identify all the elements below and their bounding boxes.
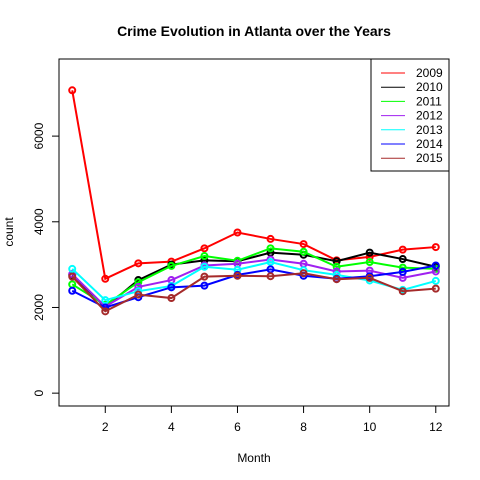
y-axis: 0 2000 4000 6000 [32,122,60,396]
data-point [167,294,176,303]
series-line [71,264,436,309]
x-tick-label: 2 [102,420,109,434]
data-point [398,263,407,272]
legend-label: 2015 [416,151,443,165]
x-tick-label: 6 [234,420,241,434]
data-point [299,240,308,249]
legend-label: 2011 [416,94,442,108]
legend-item: 2011 [381,94,442,108]
x-axis: 2 4 6 8 10 12 [102,405,443,434]
series-line [71,251,437,309]
data-point [266,258,275,267]
series-line [71,90,436,281]
data-point [398,267,407,276]
data-point [200,244,209,253]
data-point [266,234,275,243]
legend-item: 2009 [381,66,443,80]
legend-item: 2013 [381,123,443,137]
series-line [71,258,436,308]
data-point [233,228,242,237]
x-tick-label: 8 [300,420,307,434]
data-point [398,245,407,254]
legend-label: 2010 [416,80,443,94]
data-point [200,272,209,281]
y-tick-label: 2000 [32,294,46,321]
data-point [134,259,143,268]
y-tick-label: 0 [32,389,46,396]
data-point [68,264,77,273]
data-point [68,286,77,295]
data-point [101,307,110,316]
series-2009 [68,86,440,283]
series-line [71,261,437,302]
series-2013 [68,258,440,305]
legend-box [370,58,450,172]
data-point [134,290,143,299]
legend-item: 2015 [381,151,443,165]
data-point [431,276,440,285]
data-point [101,274,110,283]
data-point [332,262,341,271]
chart-title: Crime Evolution in Atlanta over the Year… [117,23,391,39]
x-tick-label: 4 [168,420,175,434]
data-point [167,283,176,292]
data-point [68,86,77,95]
data-point [200,252,209,261]
data-point [365,273,374,282]
data-point [332,275,341,284]
data-point [200,281,209,290]
legend-label: 2009 [416,66,443,80]
series-line [71,247,436,307]
y-axis-label: count [2,217,16,247]
legend-item: 2014 [381,137,443,151]
legend-label: 2013 [416,123,443,137]
data-point [68,272,77,281]
data-point [431,243,440,252]
data-point [299,247,308,256]
data-point [101,296,110,305]
x-tick-label: 12 [429,420,443,434]
y-tick-label: 6000 [32,122,46,149]
data-point [266,244,275,253]
series-line [71,272,436,313]
x-tick-label: 10 [363,420,377,434]
series-2015 [68,269,440,316]
data-point [299,269,308,278]
series-layer [68,86,440,316]
data-point [398,255,407,264]
data-point [134,282,143,291]
data-point [266,272,275,281]
legend-label: 2012 [416,109,443,123]
data-point [431,284,440,293]
data-point [134,278,143,287]
data-point [398,287,407,296]
x-axis-label: Month [237,451,270,465]
data-point [233,271,242,280]
data-point [365,258,374,267]
data-point [200,262,209,271]
legend-item: 2010 [381,80,443,94]
legend-label: 2014 [416,137,443,151]
legend-item: 2012 [381,109,443,123]
data-point [365,248,374,257]
y-tick-label: 4000 [32,208,46,235]
data-point [167,261,176,270]
data-point [431,261,440,270]
